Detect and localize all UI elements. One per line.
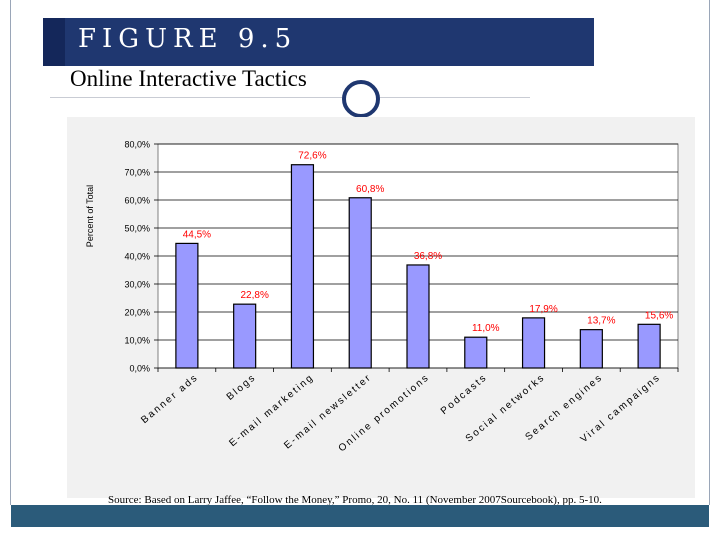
y-tick-label: 80,0% bbox=[124, 140, 150, 150]
bar bbox=[464, 336, 488, 369]
y-tick-label: 60,0% bbox=[124, 196, 150, 206]
ring-ornament bbox=[342, 80, 380, 118]
bar bbox=[233, 303, 257, 369]
data-label: 22,8% bbox=[240, 290, 268, 301]
y-axis-title: Percent of Total bbox=[85, 185, 95, 247]
bar bbox=[406, 264, 430, 369]
data-label: 17,9% bbox=[529, 304, 557, 315]
data-label: 44,5% bbox=[183, 229, 211, 240]
category-label: Blogs bbox=[225, 372, 259, 403]
footer-bar bbox=[11, 505, 709, 527]
y-tick-label: 0,0% bbox=[129, 364, 150, 374]
figure-label: FIGURE 9.5 bbox=[78, 24, 298, 54]
bar bbox=[579, 329, 603, 369]
title-band-accent bbox=[43, 18, 65, 66]
bar bbox=[175, 242, 199, 369]
data-label: 60,8% bbox=[356, 184, 384, 195]
y-tick-label: 30,0% bbox=[124, 280, 150, 290]
frame-right-rule bbox=[709, 0, 710, 505]
data-label: 15,6% bbox=[645, 310, 673, 321]
data-label: 72,6% bbox=[298, 151, 326, 162]
bar bbox=[290, 164, 315, 369]
bar bbox=[637, 323, 661, 369]
y-tick-label: 70,0% bbox=[124, 168, 150, 178]
y-tick-label: 20,0% bbox=[124, 308, 150, 318]
frame-left-rule bbox=[10, 0, 11, 505]
title-divider bbox=[50, 97, 530, 98]
bar bbox=[348, 197, 372, 369]
category-label: Podcasts bbox=[439, 372, 490, 417]
data-label: 11,0% bbox=[472, 323, 500, 334]
y-tick-label: 50,0% bbox=[124, 224, 150, 234]
bar-chart: 0,0% 10,0% 20,0% 30,0% 40,0% 50,0% 60,0% 70,0% 8… bbox=[85, 140, 679, 454]
title-band bbox=[43, 18, 594, 66]
data-label: 36,8% bbox=[414, 251, 442, 262]
source-note: Source: Based on Larry Jaffee, “Follow t… bbox=[108, 494, 602, 506]
bar bbox=[521, 317, 546, 369]
data-label: 13,7% bbox=[587, 316, 615, 327]
chart-panel: 0,0% 10,0% 20,0% 30,0% 40,0% 50,0% 60,0% 70,0% 8… bbox=[67, 117, 695, 498]
y-tick-label: 10,0% bbox=[124, 336, 150, 346]
y-tick-label: 40,0% bbox=[124, 252, 150, 262]
slide-title: Online Interactive Tactics bbox=[70, 66, 307, 91]
category-label: Banner ads bbox=[139, 372, 201, 426]
